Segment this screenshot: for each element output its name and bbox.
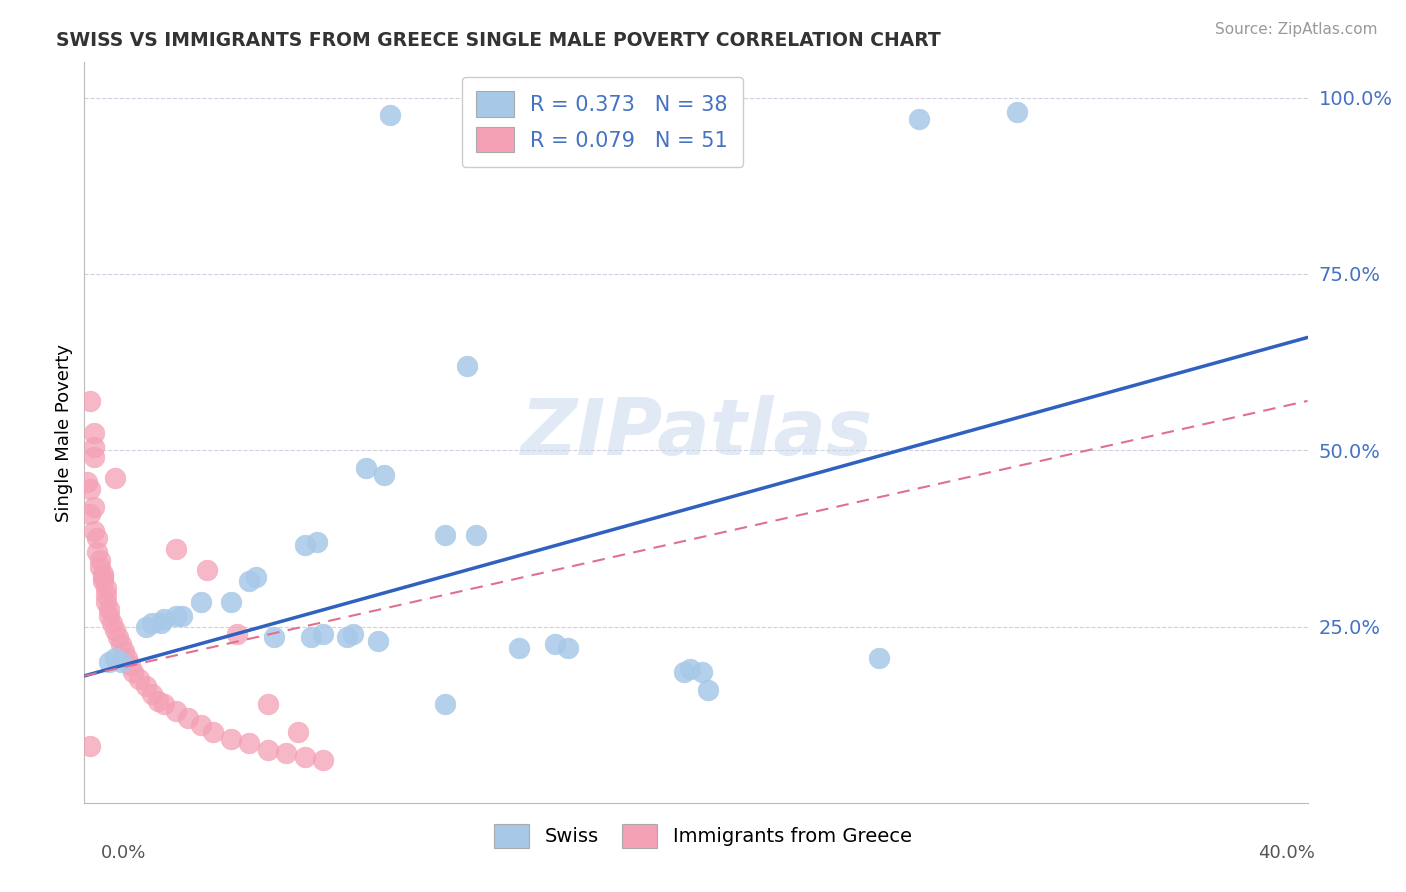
Point [219, 595, 242, 609]
Point [679, 662, 702, 676]
Point [146, 693, 169, 707]
Point [149, 615, 172, 630]
Point [434, 697, 457, 711]
Point [112, 644, 135, 658]
Point [294, 538, 316, 552]
Point [104, 651, 127, 665]
Point [89, 552, 111, 566]
Point [294, 750, 316, 764]
Point [94, 581, 117, 595]
Point [153, 612, 176, 626]
Point [172, 609, 194, 624]
Point [238, 574, 260, 588]
Point [135, 680, 157, 694]
Point [89, 559, 111, 574]
Point [153, 697, 176, 711]
Point [305, 535, 328, 549]
Point [86, 545, 108, 559]
Text: 0.0%: 0.0% [101, 844, 146, 862]
Point [128, 673, 150, 687]
Point [263, 630, 285, 644]
Point [94, 595, 117, 609]
Y-axis label: Single Male Poverty: Single Male Poverty [55, 343, 73, 522]
Point [690, 665, 713, 680]
Point [79, 507, 101, 521]
Point [557, 640, 579, 655]
Point [195, 563, 218, 577]
Point [115, 651, 138, 665]
Point [83, 500, 105, 514]
Point [79, 482, 101, 496]
Point [177, 711, 200, 725]
Point [86, 532, 108, 546]
Point [697, 683, 720, 698]
Point [122, 665, 145, 680]
Point [97, 655, 120, 669]
Point [342, 626, 364, 640]
Point [76, 475, 98, 489]
Point [83, 524, 105, 539]
Point [107, 630, 129, 644]
Point [201, 725, 224, 739]
Point [135, 619, 157, 633]
Point [110, 637, 132, 651]
Text: Source: ZipAtlas.com: Source: ZipAtlas.com [1215, 22, 1378, 37]
Point [79, 739, 101, 754]
Point [83, 425, 105, 440]
Point [83, 440, 105, 454]
Point [257, 697, 280, 711]
Point [226, 626, 249, 640]
Point [219, 732, 242, 747]
Point [276, 747, 298, 761]
Point [165, 609, 187, 624]
Point [104, 623, 127, 637]
Point [456, 359, 478, 373]
Point [91, 570, 114, 584]
Point [104, 471, 127, 485]
Point [354, 461, 377, 475]
Point [190, 595, 212, 609]
Point [110, 655, 132, 669]
Point [141, 686, 163, 700]
Point [373, 467, 395, 482]
Point [367, 633, 389, 648]
Point [287, 725, 309, 739]
Point [141, 615, 163, 630]
Point [91, 566, 114, 581]
Point [544, 637, 567, 651]
Point [101, 615, 124, 630]
Point [165, 541, 187, 556]
Point [312, 754, 335, 768]
Point [120, 658, 142, 673]
Point [464, 528, 486, 542]
Point [83, 450, 105, 465]
Point [869, 651, 891, 665]
Point [238, 736, 260, 750]
Point [97, 602, 120, 616]
Text: 40.0%: 40.0% [1258, 844, 1315, 862]
Point [190, 718, 212, 732]
Text: ZIPatlas: ZIPatlas [520, 394, 872, 471]
Text: SWISS VS IMMIGRANTS FROM GREECE SINGLE MALE POVERTY CORRELATION CHART: SWISS VS IMMIGRANTS FROM GREECE SINGLE M… [56, 31, 941, 50]
Point [94, 588, 117, 602]
Point [165, 704, 187, 718]
Point [245, 570, 267, 584]
Point [336, 630, 359, 644]
Point [1005, 104, 1028, 119]
Point [380, 108, 402, 122]
Point [672, 665, 695, 680]
Legend: R = 0.373   N = 38, R = 0.079   N = 51: R = 0.373 N = 38, R = 0.079 N = 51 [461, 77, 742, 167]
Point [908, 112, 931, 126]
Point [257, 743, 280, 757]
Point [299, 630, 322, 644]
Point [434, 528, 457, 542]
Legend: Swiss, Immigrants from Greece: Swiss, Immigrants from Greece [486, 816, 920, 855]
Point [312, 626, 335, 640]
Point [508, 640, 530, 655]
Point [79, 393, 101, 408]
Point [91, 574, 114, 588]
Point [97, 609, 120, 624]
